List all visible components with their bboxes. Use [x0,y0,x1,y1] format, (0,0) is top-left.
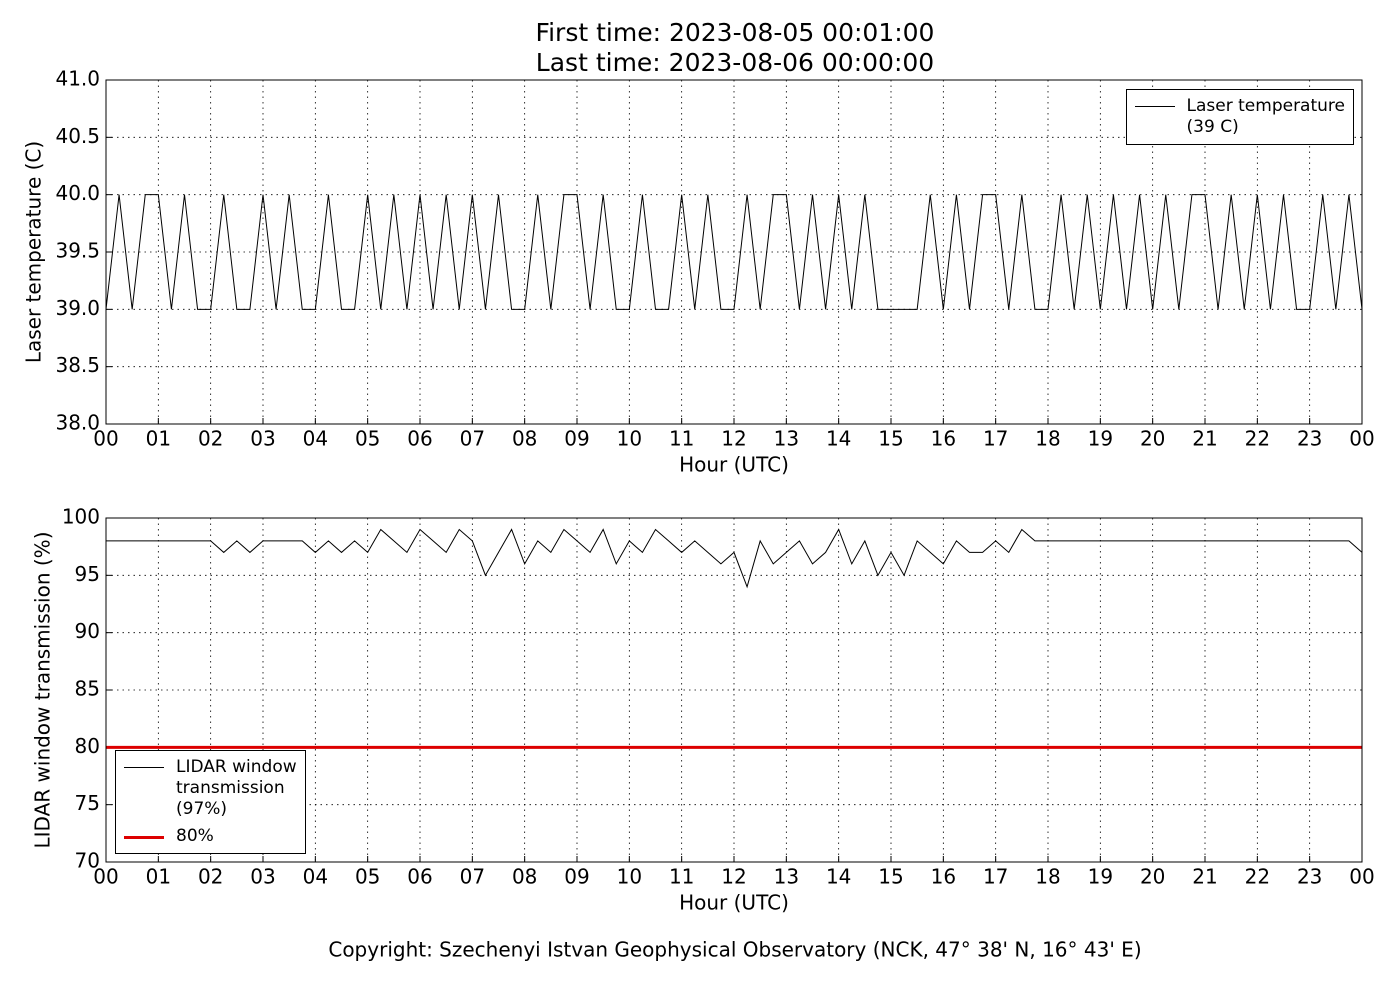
x-tick-label: 22 [1245,865,1270,889]
x-tick-label: 05 [355,427,380,451]
x-tick-label: 02 [198,865,223,889]
x-tick-label: 08 [512,427,537,451]
x-tick-label: 21 [1192,427,1217,451]
x-tick-label: 20 [1140,427,1165,451]
x-tick-label: 18 [1035,865,1060,889]
chart-subtitle: Last time: 2023-08-06 00:00:00 [536,48,934,77]
x-tick-label: 05 [355,865,380,889]
x-tick-label: 17 [983,865,1008,889]
plot-frame [105,79,1363,425]
x-tick-label: 01 [146,427,171,451]
y-tick-label: 41.0 [55,67,100,91]
legend-swatch [124,836,164,839]
legend-label: Laser temperature (39 C) [1186,96,1345,137]
x-tick-label: 00 [1349,427,1374,451]
y-tick-label: 39.5 [55,239,100,263]
x-tick-label: 03 [250,427,275,451]
y-tick-label: 85 [75,677,100,701]
x-tick-label: 10 [617,427,642,451]
plot-frame [105,517,1363,863]
x-tick-label: 00 [93,427,118,451]
x-tick-label: 18 [1035,427,1060,451]
y-tick-label: 38.0 [55,411,100,435]
data-line [105,194,1363,310]
x-tick-label: 09 [564,865,589,889]
x-tick-label: 14 [826,865,851,889]
x-axis-label: Hour (UTC) [679,891,789,915]
x-tick-label: 04 [303,427,328,451]
chart-title: First time: 2023-08-05 00:01:00 [536,18,935,47]
x-tick-label: 20 [1140,865,1165,889]
x-tick-label: 19 [1088,865,1113,889]
copyright: Copyright: Szechenyi Istvan Geophysical … [328,938,1141,962]
x-tick-label: 16 [931,865,956,889]
legend: Laser temperature (39 C) [1125,89,1354,145]
legend: LIDAR window transmission (97%) 80% [115,750,306,854]
legend-key [124,826,164,847]
x-tick-label: 19 [1088,427,1113,451]
y-tick-label: 100 [62,505,100,529]
x-tick-label: 06 [407,427,432,451]
x-tick-label: 02 [198,427,223,451]
x-tick-label: 06 [407,865,432,889]
y-axis-label: Laser temperature (C) [22,141,46,363]
legend-entry: LIDAR window transmission (97%) [124,757,297,820]
legend-entry: Laser temperature (39 C) [1134,96,1345,138]
x-axis-label: Hour (UTC) [679,453,789,477]
x-tick-label: 23 [1297,427,1322,451]
x-tick-label: 23 [1297,865,1322,889]
x-tick-label: 00 [93,865,118,889]
y-tick-label: 70 [75,849,100,873]
y-axis-label: LIDAR window transmission (%) [31,532,55,849]
x-tick-label: 22 [1245,427,1270,451]
x-tick-label: 15 [878,865,903,889]
y-tick-label: 80 [75,734,100,758]
legend-label: LIDAR window transmission (97%) [176,757,297,819]
legend-key [124,757,164,778]
x-tick-label: 12 [721,427,746,451]
legend-label: 80% [176,826,214,846]
legend-key [1134,96,1175,117]
legend-swatch [1134,106,1175,107]
x-tick-label: 11 [669,427,694,451]
y-tick-label: 90 [75,619,100,643]
x-tick-label: 14 [826,427,851,451]
data-line [106,528,1363,589]
x-tick-label: 01 [146,865,171,889]
y-tick-label: 40.5 [55,124,100,148]
y-tick-label: 75 [75,791,100,815]
y-tick-label: 40.0 [55,181,100,205]
x-tick-label: 11 [669,865,694,889]
x-tick-label: 00 [1349,865,1374,889]
x-tick-label: 15 [878,427,903,451]
x-tick-label: 03 [250,865,275,889]
x-tick-label: 13 [774,865,799,889]
y-tick-label: 39.0 [55,296,100,320]
x-tick-label: 04 [303,865,328,889]
y-tick-label: 95 [75,562,100,586]
x-tick-label: 21 [1192,865,1217,889]
x-tick-label: 16 [931,427,956,451]
y-tick-label: 38.5 [55,353,100,377]
x-tick-label: 13 [774,427,799,451]
legend-swatch [124,767,164,768]
x-tick-label: 08 [512,865,537,889]
legend-entry: 80% [124,826,297,847]
x-tick-label: 07 [460,427,485,451]
x-tick-label: 09 [564,427,589,451]
x-tick-label: 07 [460,865,485,889]
x-tick-label: 17 [983,427,1008,451]
x-tick-label: 10 [617,865,642,889]
x-tick-label: 12 [721,865,746,889]
